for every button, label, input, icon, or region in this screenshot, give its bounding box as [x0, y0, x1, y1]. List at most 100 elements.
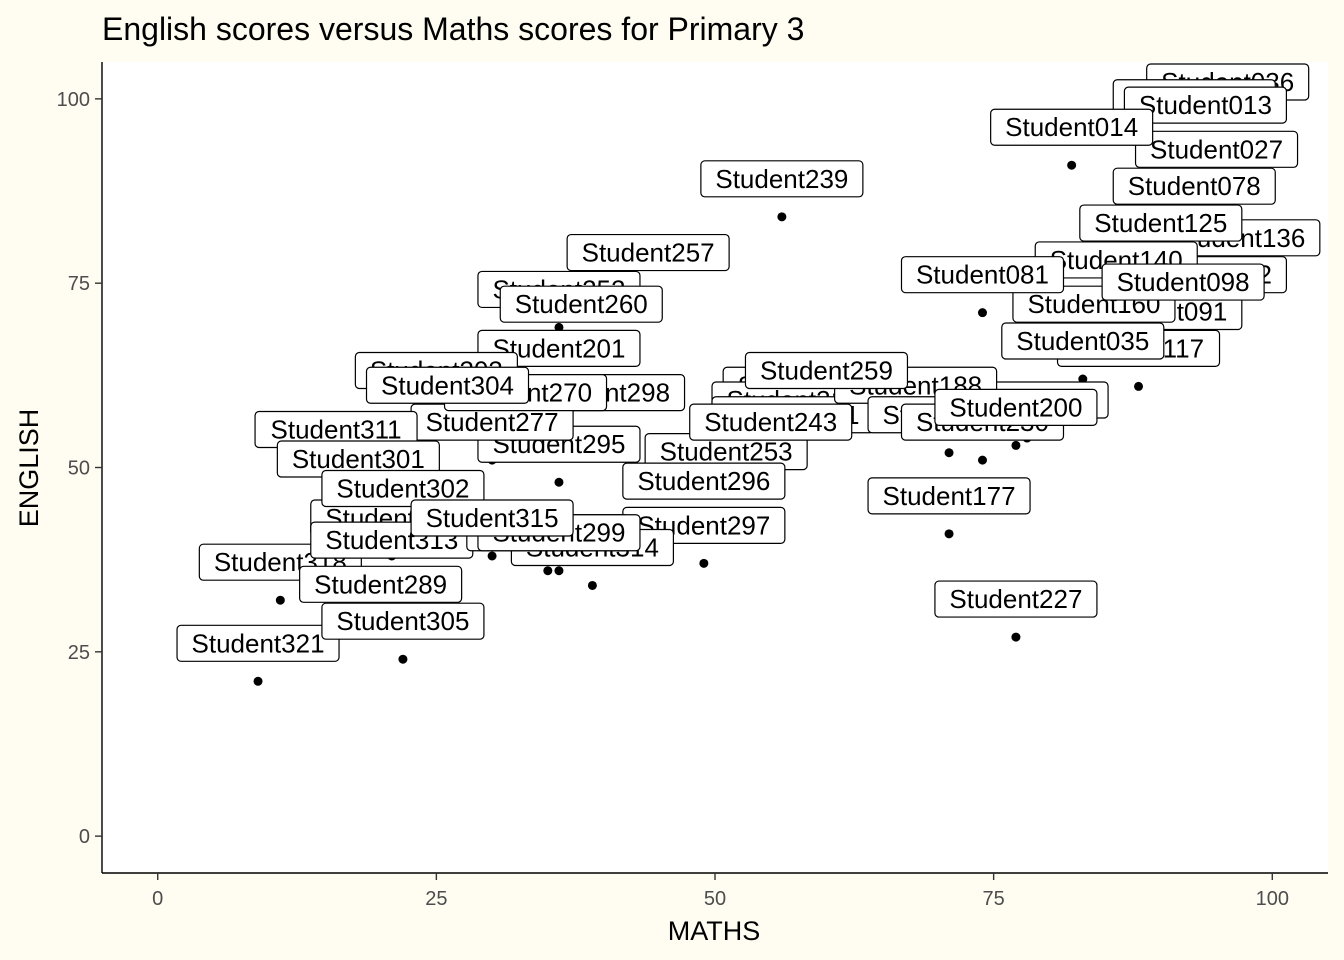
data-point [977, 455, 987, 465]
data-point [587, 580, 597, 590]
point-label-box [622, 462, 786, 500]
point-label: Student177 [867, 477, 1031, 515]
point-label-text: Student125 [1094, 208, 1227, 238]
y-tick-label: 0 [79, 826, 90, 848]
point-label: Student311 [254, 410, 418, 449]
point-label-box [299, 565, 463, 603]
data-point [554, 477, 564, 487]
point-label: Student227 [934, 580, 1098, 618]
point-label: Student301 [276, 440, 440, 478]
point-label: Student257 [566, 233, 730, 272]
point-label-text: Student027 [1150, 134, 1283, 164]
point-label-box [990, 108, 1154, 146]
x-tick-label: 25 [425, 888, 447, 910]
point-label-box [900, 256, 1065, 294]
point-label-text: Student257 [582, 238, 715, 268]
point-label: Student304 [365, 366, 530, 404]
point-label-text: Student098 [1117, 267, 1250, 297]
data-point [543, 566, 553, 576]
x-axis-title: MATHS [668, 916, 761, 946]
point-label-text: Student035 [1016, 326, 1149, 356]
point-label-box [1079, 204, 1243, 242]
chart-title: English scores versus Maths scores for P… [102, 11, 804, 47]
point-label: Student315 [410, 499, 574, 537]
point-label: Student296 [622, 462, 786, 500]
point-label-text: Student304 [381, 370, 514, 400]
data-point [777, 212, 787, 222]
data-point [275, 595, 285, 605]
point-label-text: Student253 [660, 437, 793, 467]
data-point [1078, 374, 1088, 384]
data-point [554, 322, 564, 332]
point-label-box [1134, 130, 1299, 168]
y-tick-label: 75 [68, 273, 90, 295]
point-label: Student321 [176, 624, 340, 662]
point-label-box [934, 580, 1098, 618]
point-label-box [1123, 86, 1288, 124]
data-point [1011, 632, 1021, 642]
data-point [487, 551, 497, 561]
point-label: Student253 [644, 433, 808, 471]
point-label-text: Student302 [336, 473, 469, 503]
point-labels: Student036Student012Student013Student027… [176, 63, 1321, 662]
point-label-text: Student321 [192, 628, 325, 658]
point-label-text: Student289 [314, 569, 447, 599]
point-label-box [176, 624, 340, 662]
point-label: Student125 [1079, 204, 1243, 242]
point-label-text: Student081 [916, 260, 1049, 290]
x-tick-label: 75 [983, 888, 1005, 910]
x-tick-label: 0 [152, 888, 163, 910]
point-label-box [1112, 167, 1276, 205]
point-label-box [321, 469, 485, 508]
point-label: Student259 [744, 351, 909, 390]
point-label-text: Student243 [704, 407, 837, 437]
point-label-box [689, 403, 853, 441]
point-label-box [477, 329, 641, 367]
point-label-text: Student239 [715, 164, 848, 194]
point-label-box [566, 233, 730, 272]
data-point [1134, 381, 1144, 391]
x-tick-label: 50 [704, 888, 726, 910]
y-tick-label: 50 [68, 458, 90, 480]
point-label-text: Student177 [883, 481, 1016, 511]
point-label-box [867, 477, 1031, 515]
point-label: Student160 [1012, 285, 1176, 323]
point-label: Student081 [900, 256, 1065, 294]
axis-ticks: 0 25 50 75 100 0 25 50 75 100 [57, 89, 1289, 910]
point-label: Student239 [700, 160, 864, 198]
point-label-text: Student277 [426, 407, 559, 437]
point-label-box [365, 366, 530, 404]
data-point [977, 308, 987, 318]
point-label-box [700, 160, 864, 198]
data-point [1011, 440, 1021, 450]
point-label-text: Student305 [336, 606, 469, 636]
point-label-text: Student315 [426, 503, 559, 533]
point-label: Student289 [299, 565, 463, 603]
point-label-box [499, 285, 663, 323]
point-label-box [1101, 263, 1265, 301]
data-point [699, 558, 709, 568]
data-point [1067, 160, 1077, 170]
point-label: Student200 [934, 388, 1098, 426]
data-point [944, 448, 954, 458]
point-label-text: Student227 [949, 584, 1082, 614]
point-label-text: Student296 [637, 466, 770, 496]
y-tick-label: 100 [57, 89, 90, 111]
x-tick-label: 100 [1256, 888, 1289, 910]
point-label: Student098 [1101, 263, 1265, 301]
point-label-box [934, 388, 1098, 426]
point-label: Student277 [410, 403, 574, 441]
point-label: Student302 [321, 469, 485, 508]
data-point [398, 654, 408, 664]
point-label-text: Student014 [1005, 112, 1138, 142]
point-label: Student260 [499, 285, 663, 323]
point-label: Student305 [321, 602, 485, 640]
point-label: Student014 [990, 108, 1154, 146]
point-label: Student027 [1134, 130, 1299, 168]
point-label-box [410, 499, 574, 537]
y-axis-title: ENGLISH [14, 409, 44, 528]
point-label: Student243 [689, 403, 853, 441]
data-point [253, 676, 263, 686]
point-label-text: Student078 [1128, 171, 1261, 201]
